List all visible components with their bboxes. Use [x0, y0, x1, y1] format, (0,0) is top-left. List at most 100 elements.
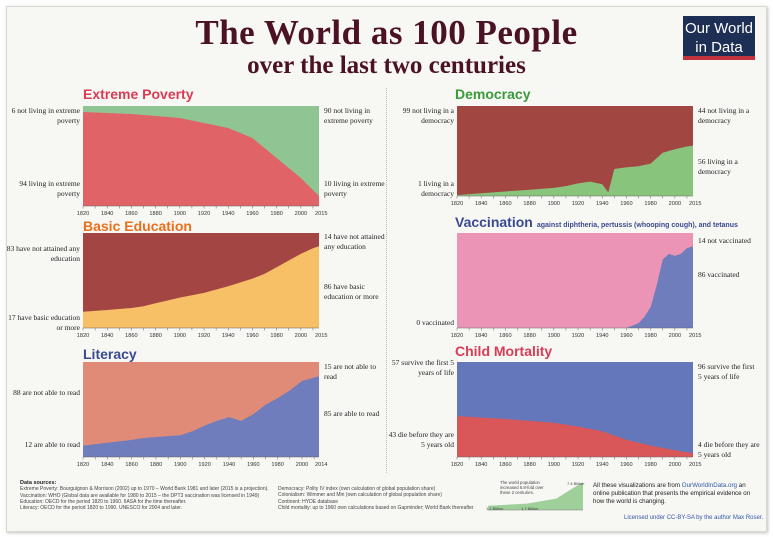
x-tick-label: 1940	[596, 201, 608, 207]
chart-vaccination: 1820 1840 1860 1880 1900 1920 1940 1960 1980 2000…	[451, 233, 701, 339]
label-bottom-right: 56 living in a democracy	[698, 157, 738, 176]
x-tick-label: 1980	[270, 211, 282, 217]
owid-logo[interactable]: Our World in Data	[683, 16, 755, 60]
owid-link[interactable]: OurWorldInData.org	[681, 482, 738, 489]
x-tick-label: 1920	[198, 462, 210, 468]
population-label-2015: 7.4 Billion	[567, 481, 585, 486]
label-bottom-left: 1 living in a democracy	[417, 179, 454, 198]
x-tick-label: 1960	[620, 333, 632, 339]
x-tick-label: 2015	[689, 201, 701, 207]
x-tick-label: 1960	[620, 462, 632, 468]
sources-heading: Data sources:	[20, 480, 57, 486]
panel-title-basic-education: Basic Education	[83, 218, 192, 234]
x-tick-label: 1920	[572, 462, 584, 468]
data-sources-right: Democracy: Polity IV index (own calculat…	[278, 486, 490, 511]
column-divider	[386, 88, 387, 473]
x-tick-label: 1900	[174, 211, 186, 217]
label-bottom-left: 43 die before they are 5 years old	[388, 430, 454, 449]
main-title: The World as 100 People	[195, 13, 578, 52]
panel-title-democracy: Democracy	[455, 86, 531, 102]
x-tick-label: 1940	[222, 211, 234, 217]
source-line: Vaccination: WHO (Global data are availa…	[20, 492, 260, 499]
source-line: Extreme Poverty: Bourguignon & Morrison …	[20, 486, 269, 493]
label-top-right: 14 have not attained any education	[324, 232, 385, 251]
publication-note: All these visualizations are from OurWor…	[593, 482, 761, 505]
x-tick-label: 1860	[125, 333, 137, 339]
x-tick-label: 1900	[548, 333, 560, 339]
data-sources-left: Data sources: Extreme Poverty: Bourguign…	[20, 480, 285, 511]
label-top-right: 96 survive the first 5 years of life	[698, 362, 755, 381]
source-line: Colonialism: Wimmer and Min (own calcula…	[278, 492, 442, 499]
x-tick-label: 1960	[620, 201, 632, 207]
chart-democracy: 1820 1840 1860 1880 1900 1920 1940 1960 1980 2000…	[451, 106, 701, 207]
population-sparkline	[488, 482, 583, 511]
chart-child-mortality: 1820 1840 1860 1880 1900 1920 1940 1960 1980 2000…	[451, 362, 701, 468]
panel-title-extreme-poverty: Extreme Poverty	[83, 86, 194, 102]
x-tick-label: 1940	[223, 462, 235, 468]
x-tick-label: 1820	[451, 333, 463, 339]
x-tick-label: 1840	[101, 462, 113, 468]
label-bottom-left: 94 living in extreme poverty	[19, 179, 80, 198]
x-tick-label: 1880	[523, 462, 535, 468]
x-tick-label: 1920	[198, 211, 210, 217]
x-tick-label: 1840	[475, 201, 487, 207]
label-bottom-left: 17 have basic education or more	[8, 313, 80, 332]
x-tick-label: 1980	[644, 333, 656, 339]
note-prefix: All these visualizations are from	[593, 482, 681, 489]
license-text[interactable]: Licensed under CC-BY-SA by the author Ma…	[624, 515, 764, 521]
x-tick-label: 1960	[247, 462, 259, 468]
population-label-1960: 1.7 Billion	[521, 506, 539, 511]
source-line: Continent: HYDE database	[278, 498, 339, 505]
x-tick-label: 1900	[548, 462, 560, 468]
x-tick-label: 1920	[572, 333, 584, 339]
x-tick-label: 1940	[596, 333, 608, 339]
label-top-left: 57 survive the first 5 years of life	[391, 358, 454, 377]
source-line: Education: OECD for the period 1820 to 1…	[20, 498, 187, 505]
x-tick-label: 1840	[101, 333, 113, 339]
area-series-bottom	[457, 246, 693, 328]
x-tick-label: 2015	[689, 333, 701, 339]
x-tick-label: 1860	[499, 462, 511, 468]
label-bottom-left: 0 vaccinated	[416, 318, 454, 327]
x-tick-label: 2015	[315, 333, 327, 339]
x-tick-label: 1820	[77, 462, 89, 468]
x-tick-label: 2000	[669, 201, 681, 207]
label-top-right: 44 not living in a democracy	[698, 106, 750, 125]
x-tick-label: 1960	[246, 333, 258, 339]
x-tick-label: 1900	[174, 462, 186, 468]
chart-extreme-poverty: 1820 1840 1860 1880 1900 1920 1940 1960 1980 2000…	[77, 106, 327, 217]
x-tick-label: 1840	[475, 333, 487, 339]
x-tick-label: 1820	[77, 211, 89, 217]
x-tick-label: 1940	[222, 333, 234, 339]
x-tick-label: 1980	[271, 462, 283, 468]
x-tick-label: 1860	[499, 201, 511, 207]
x-tick-label: 1900	[548, 201, 560, 207]
label-top-right: 14 not vaccinated	[698, 236, 751, 245]
x-tick-label: 1920	[198, 333, 210, 339]
source-line: Literacy: OECD for the period 1820 to 19…	[20, 505, 183, 512]
population-area	[488, 482, 583, 510]
x-tick-label: 1880	[150, 462, 162, 468]
x-tick-label: 1900	[174, 333, 186, 339]
x-tick-label: 2000	[295, 211, 307, 217]
label-top-right: 90 not living in extreme poverty	[324, 106, 373, 125]
logo-line-2: in Data	[695, 39, 743, 56]
x-tick-label: 1820	[451, 462, 463, 468]
logo-line-1: Our World	[684, 20, 754, 37]
x-tick-label: 1980	[270, 333, 282, 339]
panel-title-vaccination: Vaccination against diphtheria, pertussis…	[455, 214, 738, 230]
area-series-bottom	[457, 416, 693, 457]
x-tick-label: 1840	[475, 462, 487, 468]
x-tick-label: 1880	[523, 201, 535, 207]
population-label-1820: 1.1 Billion	[486, 506, 504, 511]
panel-title-child-mortality: Child Mortality	[455, 343, 553, 359]
note-suffix: an online publication that presents the …	[593, 482, 751, 505]
x-tick-label: 2015	[689, 462, 701, 468]
panel-subtitle: against diphtheria, pertussis (whooping …	[536, 222, 738, 229]
label-bottom-right: 86 vaccinated	[698, 270, 740, 279]
panel-title-literacy: Literacy	[83, 346, 137, 362]
x-tick-label: 2014	[315, 462, 327, 468]
x-tick-label: 1880	[149, 211, 161, 217]
area-series-bottom	[83, 112, 319, 206]
label-bottom-right: 85 are able to read	[324, 409, 380, 418]
